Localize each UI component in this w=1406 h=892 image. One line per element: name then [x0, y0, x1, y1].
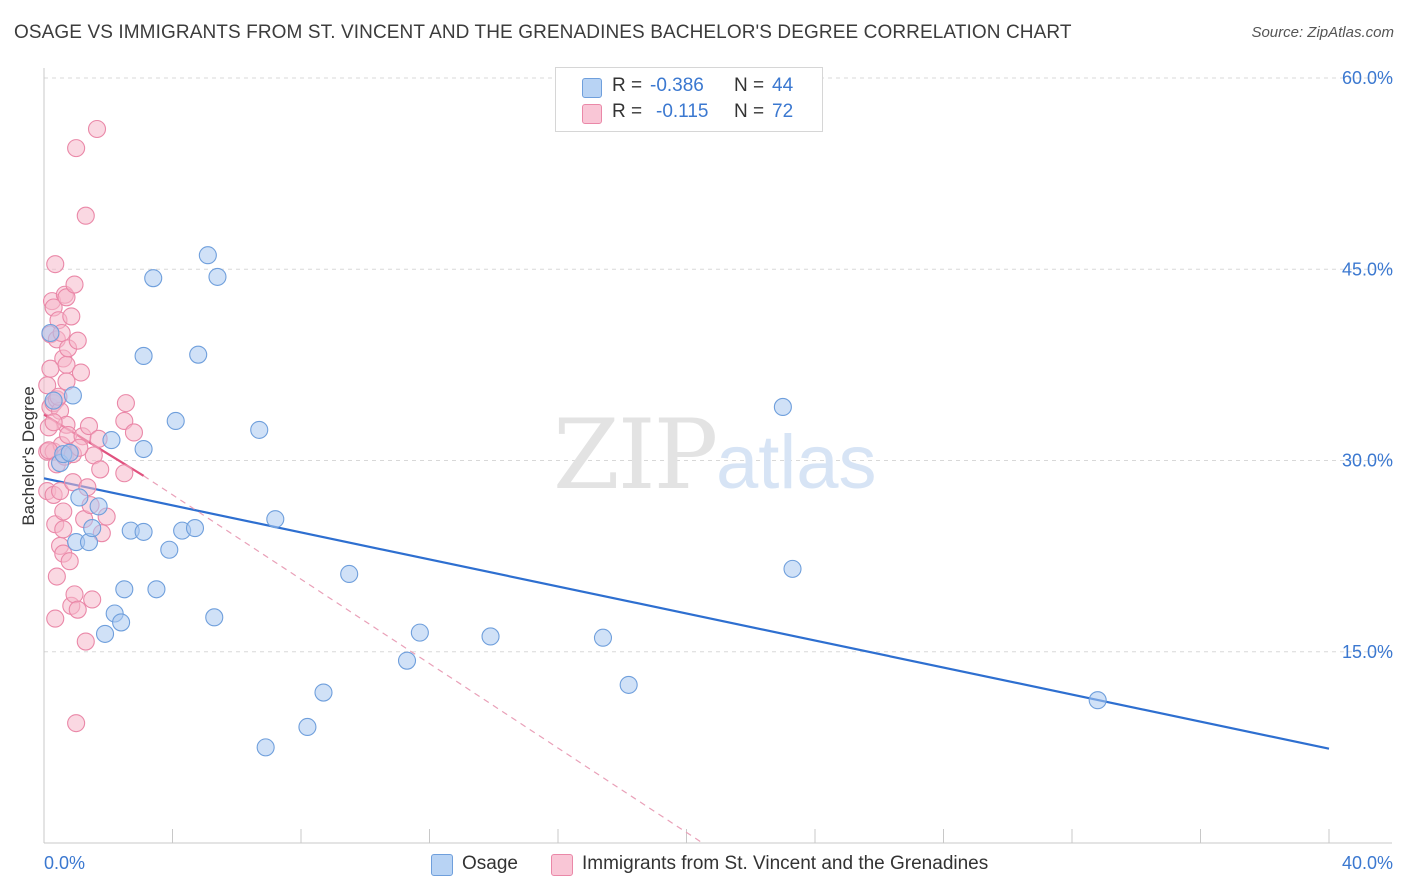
x-ticks [43, 829, 1330, 843]
immigrants-point [44, 413, 63, 432]
osage-point [70, 488, 89, 507]
y-tick-label: 45.0% [1342, 259, 1393, 279]
immigrants-legend-swatch [551, 854, 573, 876]
immigrants-point [68, 600, 87, 619]
y-tick-label: 15.0% [1342, 642, 1393, 662]
osage-point [134, 346, 153, 366]
immigrants-point [79, 417, 99, 436]
osage-swatch [582, 78, 602, 98]
immigrants-point [67, 139, 86, 158]
osage-point [250, 420, 269, 439]
osage-point [189, 345, 208, 364]
immigrants-point [116, 394, 135, 413]
osage-point [102, 431, 121, 450]
osage-point [198, 246, 217, 265]
osage-trend-line [43, 477, 1330, 750]
osage-point [185, 519, 205, 538]
immigrants-point [115, 464, 134, 483]
immigrants-point [87, 119, 107, 139]
osage-point [340, 564, 359, 584]
immigrants-point [47, 567, 66, 586]
legend-n-value: 44 [772, 75, 794, 96]
immigrants-point [62, 307, 81, 326]
immigrants-point [65, 585, 84, 604]
immigrants-point [68, 331, 87, 350]
osage-point [314, 683, 333, 702]
osage-point [619, 675, 638, 694]
immigrants-point [124, 423, 143, 442]
y-tick-labels: 15.0% 30.0% 45.0% 60.0% [1342, 68, 1393, 662]
immigrants-trend-line-extension [143, 475, 703, 844]
immigrants-swatch [582, 104, 602, 124]
osage-point [266, 510, 285, 529]
x-tick-label-min: 0.0% [44, 853, 85, 873]
osage-point [783, 559, 802, 578]
immigrants-point [65, 275, 84, 294]
osage-point [63, 386, 82, 405]
immigrants-legend-label: Immigrants from St. Vincent and the Gren… [582, 853, 989, 874]
y-axis-label: Bachelor's Degree [19, 386, 38, 525]
legend-n-label: N = [734, 75, 765, 96]
immigrants-point [83, 590, 102, 609]
osage-legend-label: Osage [462, 853, 518, 874]
immigrants-point [54, 520, 73, 539]
osage-point [256, 738, 275, 757]
watermark-atlas: atlas [716, 420, 877, 505]
osage-point [134, 522, 153, 541]
osage-point [144, 269, 163, 288]
immigrants-point [76, 206, 95, 225]
data-points [38, 119, 1107, 757]
chart-title: OSAGE VS IMMIGRANTS FROM ST. VINCENT AND… [14, 22, 1072, 43]
osage-point [1088, 691, 1107, 710]
watermark-zip: ZIP [553, 399, 716, 511]
series-legend: Osage Immigrants from St. Vincent and th… [0, 852, 1406, 880]
osage-point [298, 717, 317, 737]
legend-r-value: -0.115 [656, 101, 709, 122]
osage-point [410, 623, 429, 642]
osage-point [44, 391, 63, 410]
immigrants-point [54, 502, 73, 521]
osage-point [773, 397, 792, 417]
osage-point [112, 613, 131, 632]
immigrants-point [91, 460, 110, 479]
immigrants-point [76, 632, 95, 651]
immigrants-point [71, 363, 90, 382]
y-tick-label: 60.0% [1342, 68, 1393, 88]
osage-point [166, 411, 185, 431]
y-tick-label: 30.0% [1342, 451, 1393, 471]
osage-point [481, 627, 500, 646]
osage-point [95, 624, 115, 643]
immigrants-point [46, 255, 65, 274]
osage-point [593, 628, 613, 647]
legend-r-label: R = [612, 75, 643, 96]
osage-point [147, 580, 166, 599]
osage-point [397, 651, 417, 670]
source-credit: Source: ZipAtlas.com [1251, 24, 1394, 41]
osage-point [41, 323, 60, 343]
osage-point [83, 519, 102, 538]
legend-n-value: 72 [772, 101, 794, 122]
correlation-legend: R = -0.386 N = 44 R = -0.115 N = 72 [555, 67, 823, 132]
osage-point [89, 497, 108, 516]
immigrants-point [60, 552, 79, 571]
immigrants-point [46, 609, 65, 628]
osage-point [205, 608, 224, 627]
x-tick-label-max: 40.0% [1342, 853, 1393, 873]
legend-r-label: R = [612, 101, 643, 122]
immigrants-point [51, 482, 70, 501]
gridlines [44, 77, 1392, 653]
osage-point [115, 580, 134, 599]
legend-r-value: -0.386 [650, 75, 704, 96]
immigrants-point [67, 714, 86, 733]
osage-point [208, 267, 227, 286]
osage-point [60, 443, 79, 462]
watermark: ZIP atlas [553, 399, 877, 511]
immigrants-point [57, 288, 76, 307]
osage-point [134, 439, 153, 459]
legend-n-label: N = [734, 101, 765, 122]
osage-point [160, 540, 179, 559]
osage-legend-swatch [431, 854, 453, 876]
